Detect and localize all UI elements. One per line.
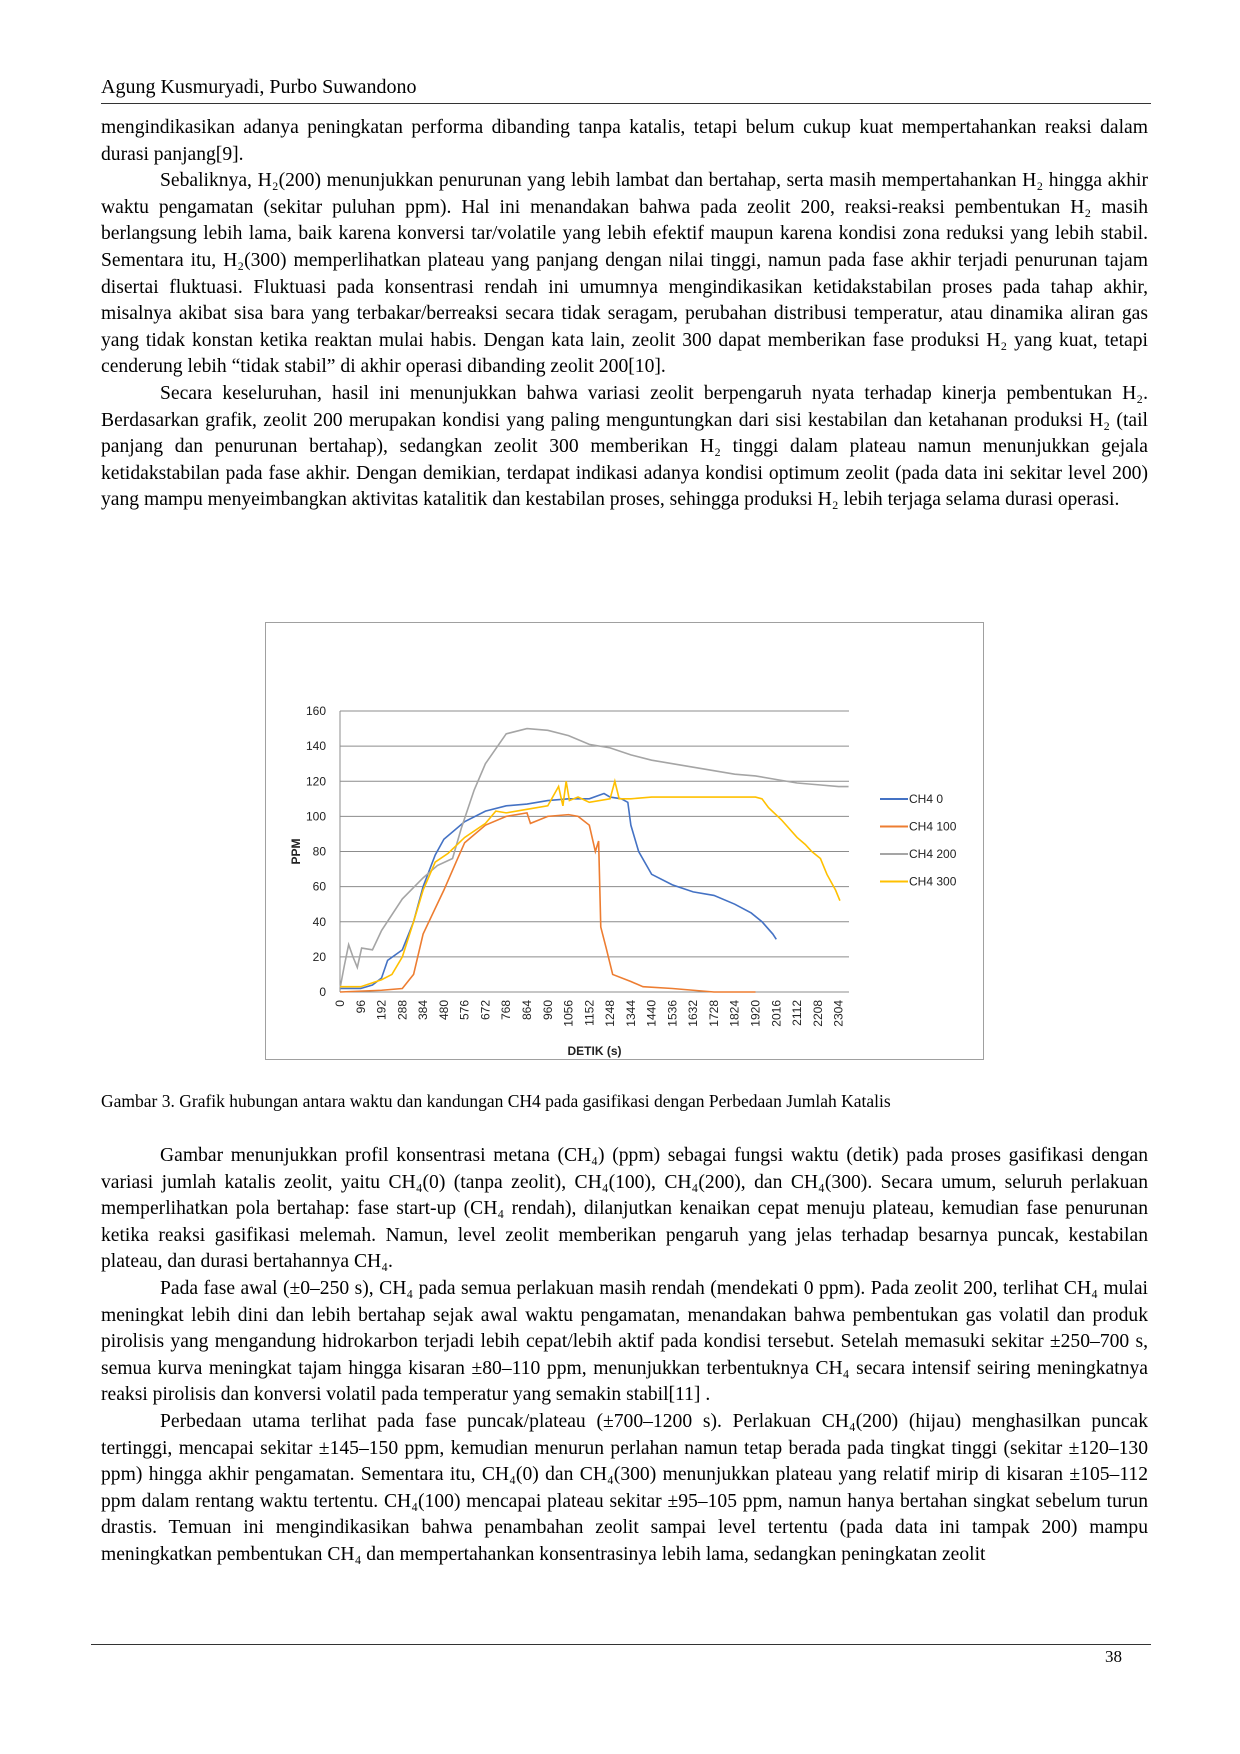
x-tick-label: 576 xyxy=(458,1000,472,1020)
y-tick-label: 60 xyxy=(313,880,327,894)
x-tick-label: 1824 xyxy=(728,1000,742,1027)
x-tick-label: 864 xyxy=(520,1000,534,1020)
paragraph: mengindikasikan adanya peningkatan perfo… xyxy=(101,117,1148,165)
y-tick-label: 160 xyxy=(306,704,326,718)
legend-label: CH4 300 xyxy=(909,875,957,889)
x-tick-label: 1056 xyxy=(562,1000,576,1027)
x-tick-label: 1440 xyxy=(645,1000,659,1027)
x-tick-label: 480 xyxy=(437,1000,451,1020)
paragraph: Perbedaan utama terlihat pada fase punca… xyxy=(101,1410,1148,1565)
x-tick-label: 384 xyxy=(416,1000,430,1020)
legend-label: CH4 200 xyxy=(909,847,957,861)
x-tick-label: 960 xyxy=(541,1000,555,1020)
x-tick-label: 1344 xyxy=(624,1000,638,1027)
y-tick-label: 0 xyxy=(319,985,326,999)
x-tick-label: 1248 xyxy=(603,1000,617,1027)
y-tick-label: 100 xyxy=(306,809,326,823)
y-tick-label: 40 xyxy=(313,915,327,929)
x-tick-label: 768 xyxy=(499,1000,513,1020)
series-line-ch4-200 xyxy=(339,727,849,989)
x-tick-label: 2016 xyxy=(769,1000,783,1027)
y-tick-label: 120 xyxy=(306,774,326,788)
x-tick-label: 1536 xyxy=(665,1000,679,1027)
y-tick-label: 140 xyxy=(306,739,326,753)
body-text-bottom: Gambar menunjukkan profil konsentrasi me… xyxy=(101,1143,1148,1569)
figure-caption: Gambar 3. Grafik hubungan antara waktu d… xyxy=(101,1091,891,1111)
legend-label: CH4 0 xyxy=(909,792,943,806)
x-tick-label: 0 xyxy=(333,1000,347,1007)
legend-label: CH4 100 xyxy=(909,820,957,834)
x-tick-label: 2304 xyxy=(832,1000,846,1027)
y-tick-label: 80 xyxy=(313,845,327,859)
x-axis-label: DETIK (s) xyxy=(568,1044,622,1058)
series-line-ch4-300 xyxy=(340,778,841,988)
header-rule xyxy=(101,103,1151,104)
series-line-ch4-100 xyxy=(339,811,756,993)
running-header: Agung Kusmuryadi, Purbo Suwandono xyxy=(101,76,417,98)
series-line-ch4-0 xyxy=(340,792,777,990)
x-tick-label: 96 xyxy=(354,1000,368,1014)
x-tick-label: 1632 xyxy=(686,1000,700,1027)
x-tick-label: 1728 xyxy=(707,1000,721,1027)
paragraph: Gambar menunjukkan profil konsentrasi me… xyxy=(101,1145,1148,1273)
footer-rule xyxy=(91,1644,1151,1645)
x-tick-label: 2112 xyxy=(790,1000,804,1026)
figure-3-chart: 0 20 40 60 80 100 120 140 160 0 96 192 288 384 480 576 6… xyxy=(265,622,984,1060)
x-tick-label: 2208 xyxy=(811,1000,825,1027)
page-number: 38 xyxy=(1105,1647,1122,1666)
body-text-top: mengindikasikan adanya peningkatan perfo… xyxy=(101,115,1148,514)
paragraph: Secara keseluruhan, hasil ini menunjukka… xyxy=(101,382,1148,511)
paragraph: Sebaliknya, H₂(200) menunjukkan penuruna… xyxy=(101,170,1148,378)
y-axis-label: PPM xyxy=(289,838,303,864)
x-tick-label: 192 xyxy=(375,1000,389,1020)
x-tick-label: 288 xyxy=(395,1000,409,1020)
y-tick-label: 20 xyxy=(313,950,327,964)
x-tick-label: 1920 xyxy=(749,1000,763,1027)
x-tick-label: 1152 xyxy=(582,1000,596,1026)
paragraph: Pada fase awal (±0–250 s), CH₄ pada semu… xyxy=(101,1277,1148,1406)
chart-svg: 0 20 40 60 80 100 120 140 160 0 96 192 288 384 480 576 6… xyxy=(289,704,957,1058)
x-tick-label: 672 xyxy=(478,1000,492,1020)
